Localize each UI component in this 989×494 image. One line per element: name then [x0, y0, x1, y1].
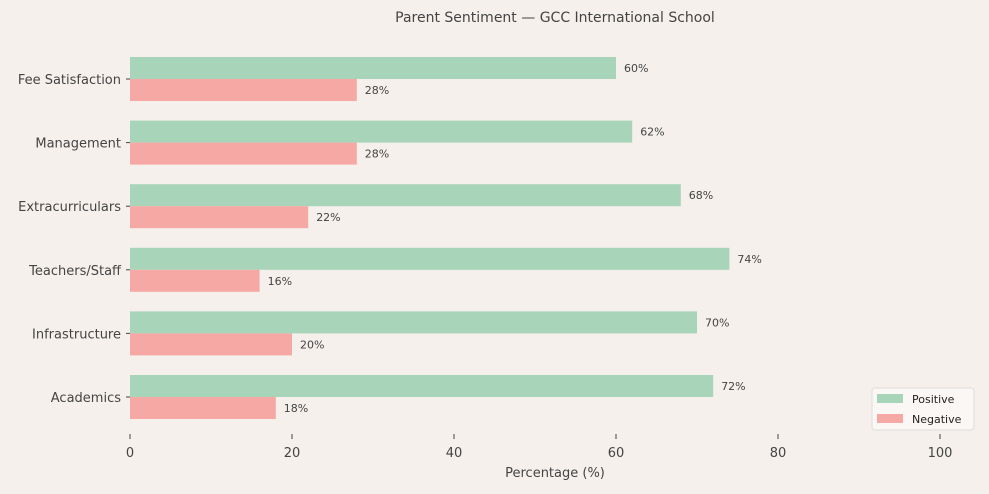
legend: Positive Negative: [871, 387, 975, 431]
data-label: 62%: [640, 126, 664, 139]
bar-negative: [130, 333, 292, 356]
bar-negative: [130, 206, 309, 229]
data-label: 28%: [365, 148, 389, 161]
x-axis-label: Percentage (%): [505, 466, 605, 481]
bar-negative: [130, 142, 357, 165]
bar-negative: [130, 269, 260, 292]
data-label: 28%: [365, 84, 389, 97]
bar-positive: [130, 184, 681, 207]
data-label: 74%: [737, 253, 761, 266]
x-tick-label: 0: [126, 446, 134, 461]
y-tick-label: Fee Satisfaction: [18, 73, 121, 88]
legend-label: Positive: [912, 393, 955, 406]
bar-positive: [130, 311, 697, 334]
bar-positive: [130, 247, 730, 270]
bar-positive: [130, 120, 633, 143]
x-tick-label: 80: [770, 446, 787, 461]
data-label: 22%: [316, 211, 340, 224]
data-label: 68%: [689, 189, 713, 202]
x-tick-label: 40: [446, 446, 463, 461]
data-label: 18%: [284, 402, 308, 415]
x-tick-label: 60: [608, 446, 625, 461]
legend-label: Negative: [912, 413, 962, 426]
data-label: 16%: [268, 275, 292, 288]
y-tick-label: Extracurriculars: [18, 200, 121, 215]
data-label: 60%: [624, 62, 648, 75]
legend-swatch: [877, 414, 903, 423]
data-label: 20%: [300, 338, 324, 351]
x-tick-label: 100: [928, 446, 953, 461]
bar-negative: [130, 397, 276, 419]
y-tick-label: Academics: [51, 391, 121, 406]
data-label: 70%: [705, 316, 729, 329]
chart-title: Parent Sentiment — GCC International Sch…: [395, 10, 715, 26]
bar-positive: [130, 57, 616, 79]
bar-negative: [130, 79, 357, 101]
y-tick-label: Teachers/Staff: [28, 264, 122, 279]
data-label: 72%: [721, 380, 745, 393]
legend-swatch: [877, 394, 903, 403]
y-tick-label: Management: [35, 137, 121, 152]
y-tick-label: Infrastructure: [32, 327, 121, 342]
bar-positive: [130, 375, 714, 397]
x-tick-label: 20: [284, 446, 301, 461]
